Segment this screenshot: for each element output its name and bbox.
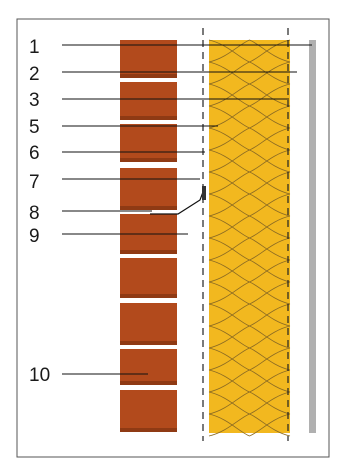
brick-shadow [120,294,177,298]
label-1: 1 [29,37,40,58]
wall-tie [150,191,204,215]
inner-cladding [309,40,316,433]
insulation-wave [208,61,291,85]
brick-shadow [120,158,177,162]
insulation-wave [208,347,291,371]
brick-course [120,303,177,345]
label-8: 8 [29,203,40,224]
insulation-wave [208,237,291,261]
insulation-wave [208,303,291,327]
label-10: 10 [29,365,50,386]
brick-shadow [120,341,177,345]
brick-shadow [120,116,177,120]
insulation-wave [208,105,291,129]
brick-shadow [120,381,177,385]
brick-shadow [120,250,177,254]
insulation-wave [208,413,291,437]
brick-course [120,82,177,120]
brick-shadow [120,74,177,78]
insulation-wave [208,171,291,195]
brick-course [120,258,177,298]
leader-lines [62,44,312,375]
insulation-wave [208,369,291,393]
insulation-wave [208,127,291,151]
insulation-wave [208,281,291,305]
insulation-wave [208,259,291,283]
brick-course [120,168,177,210]
insulation-layer [209,40,290,433]
insulation-wave [208,391,291,415]
insulation-pattern [208,39,291,437]
insulation-wave [208,325,291,349]
insulation-wave [208,149,291,173]
brick-course [120,349,177,385]
brick-course [120,124,177,162]
label-3: 3 [29,90,40,111]
insulation-wave [208,83,291,107]
label-6: 6 [29,143,40,164]
insulation-wave [208,215,291,239]
insulation-wave [208,39,291,63]
brick-shadow [120,206,177,210]
label-7: 7 [29,172,40,193]
label-5: 5 [29,117,40,138]
insulation-wave [208,193,291,217]
label-2: 2 [29,64,40,85]
insulation-wave [208,413,291,437]
brick-course [120,390,177,432]
label-9: 9 [29,226,40,247]
tie-anchor [202,186,206,200]
brick-shadow [120,428,177,432]
